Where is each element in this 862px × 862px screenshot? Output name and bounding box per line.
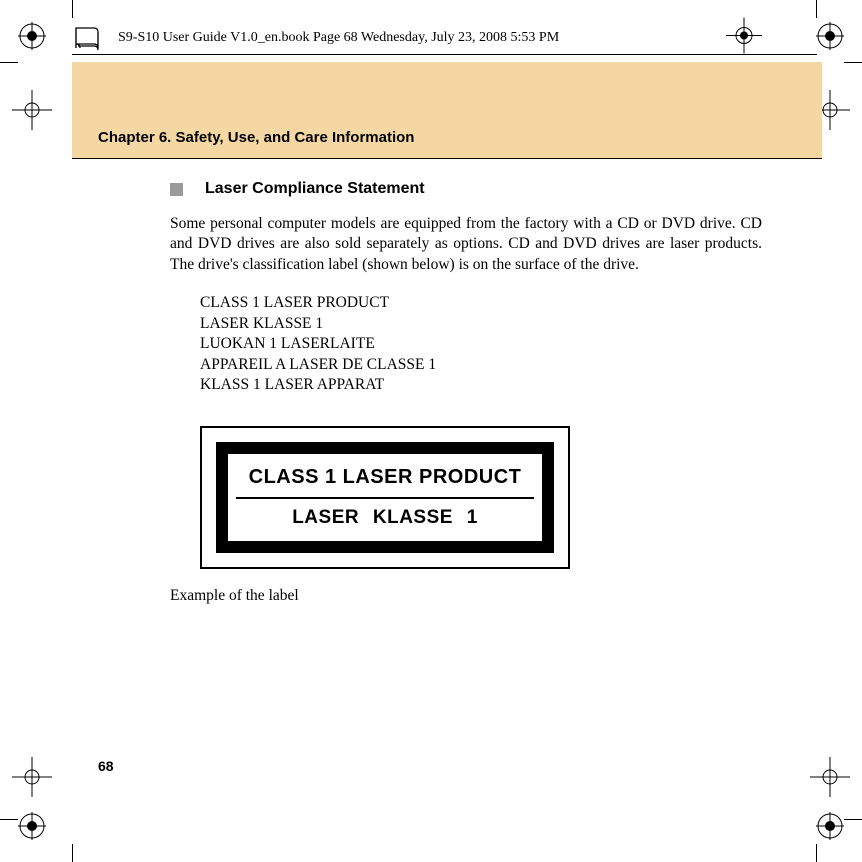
crop-line (0, 62, 18, 63)
crop-line (0, 819, 18, 820)
class-line: CLASS 1 LASER PRODUCT (200, 293, 762, 313)
content-area: Laser Compliance Statement Some personal… (170, 180, 762, 605)
registration-mark-tl (18, 22, 46, 50)
label-line-1: CLASS 1 LASER PRODUCT (236, 466, 534, 499)
registration-mark-tr (816, 22, 844, 50)
book-icon (72, 20, 102, 56)
header-bar: S9-S10 User Guide V1.0_en.book Page 68 W… (72, 20, 762, 56)
cross-target-left-bottom (12, 757, 52, 802)
registration-mark-bl (18, 812, 46, 840)
crop-line (844, 819, 862, 820)
crop-line (72, 0, 73, 18)
chapter-underline (72, 158, 822, 159)
section-bullet-icon (170, 183, 183, 196)
section-heading-row: Laser Compliance Statement (170, 180, 762, 198)
cross-target-right-bottom (810, 757, 850, 802)
page-number: 68 (98, 758, 114, 774)
class-line: LUOKAN 1 LASERLAITE (200, 334, 762, 354)
label-line-2: LASER KLASSE 1 (236, 507, 534, 529)
class-line: KLASS 1 LASER APPARAT (200, 375, 762, 395)
crop-line (816, 0, 817, 18)
section-heading: Laser Compliance Statement (205, 180, 425, 198)
chapter-title: Chapter 6. Safety, Use, and Care Informa… (98, 129, 414, 146)
crop-line (844, 62, 862, 63)
chapter-band: Chapter 6. Safety, Use, and Care Informa… (72, 62, 822, 158)
label-caption: Example of the label (170, 587, 762, 605)
cross-target-left-top (12, 90, 52, 135)
registration-mark-br (816, 812, 844, 840)
doc-info-text: S9-S10 User Guide V1.0_en.book Page 68 W… (118, 30, 559, 46)
label-inner: CLASS 1 LASER PRODUCT LASER KLASSE 1 (216, 442, 554, 553)
crop-line (816, 844, 817, 862)
classification-list: CLASS 1 LASER PRODUCT LASER KLASSE 1 LUO… (200, 293, 762, 395)
header-target-icon (726, 18, 762, 59)
body-paragraph: Some personal computer models are equipp… (170, 214, 762, 275)
class-line: APPAREIL A LASER DE CLASSE 1 (200, 355, 762, 375)
crop-line (72, 844, 73, 862)
class-line: LASER KLASSE 1 (200, 314, 762, 334)
header-rule (72, 54, 817, 55)
label-example: CLASS 1 LASER PRODUCT LASER KLASSE 1 (200, 426, 570, 569)
